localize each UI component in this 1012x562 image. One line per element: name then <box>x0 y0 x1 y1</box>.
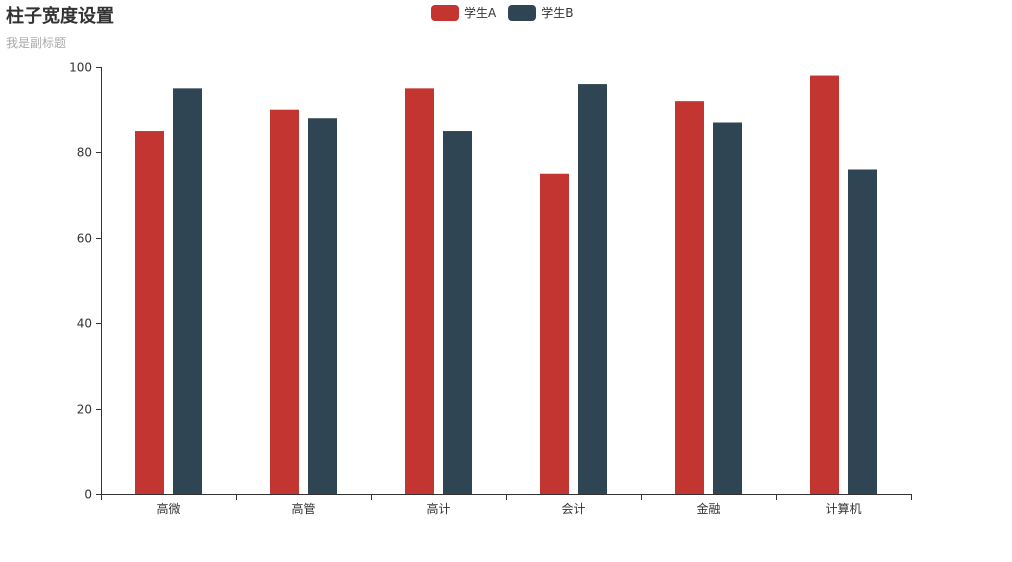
bar-series-b-1[interactable] <box>308 118 337 495</box>
bar-series-a-4[interactable] <box>675 101 704 494</box>
x-tick-label-0: 高微 <box>156 501 180 516</box>
legend-item-series-a[interactable]: 学生A <box>431 4 496 21</box>
bar-series-b-2[interactable] <box>443 131 472 495</box>
legend-swatch-series-b <box>508 4 537 21</box>
bar-series-b-5[interactable] <box>848 169 877 495</box>
y-tick-label-5: 100 <box>69 61 92 75</box>
bar-series-a-5[interactable] <box>810 75 839 494</box>
chart-title: 柱子宽度设置 <box>6 6 114 27</box>
legend-item-series-b[interactable]: 学生B <box>508 4 573 21</box>
x-tick-label-3: 会计 <box>561 502 585 516</box>
y-tick-label-0: 0 <box>84 488 92 502</box>
y-tick-label-3: 60 <box>77 232 92 246</box>
bar-series-a-3[interactable] <box>540 173 569 494</box>
y-tick-label-1: 20 <box>77 403 92 417</box>
x-tick-label-1: 高管 <box>291 501 315 516</box>
bar-series-b-0[interactable] <box>173 88 202 494</box>
bar-series-b-4[interactable] <box>713 122 742 494</box>
legend-swatch-series-a <box>431 4 459 21</box>
chart-subtitle: 我是副标题 <box>6 36 67 50</box>
x-tick-label-2: 高计 <box>426 501 450 516</box>
x-tick-label-5: 计算机 <box>825 501 861 516</box>
chart-legend: 学生A 学生B <box>431 4 573 21</box>
bar-series-a-2[interactable] <box>405 88 434 494</box>
y-tick-label-2: 40 <box>77 317 92 331</box>
bar-series-a-1[interactable] <box>270 109 299 494</box>
bar-series-a-0[interactable] <box>135 131 164 495</box>
legend-label-series-b: 学生B <box>541 6 574 20</box>
y-tick-label-4: 80 <box>77 146 92 160</box>
x-tick-label-4: 金融 <box>696 501 720 516</box>
legend-label-series-a: 学生A <box>464 6 497 20</box>
bar-series-b-3[interactable] <box>578 84 607 494</box>
